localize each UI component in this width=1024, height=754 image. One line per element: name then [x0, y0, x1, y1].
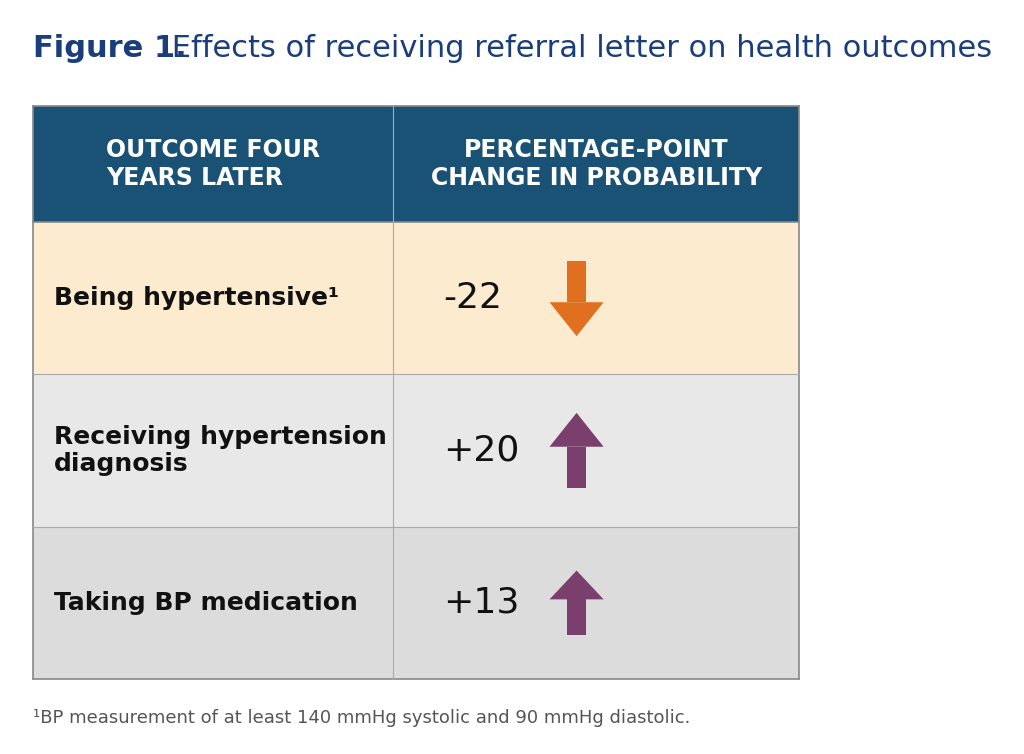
Text: Taking BP medication: Taking BP medication	[54, 590, 358, 615]
Text: Effects of receiving referral letter on health outcomes: Effects of receiving referral letter on …	[163, 34, 992, 63]
Text: Receiving hypertension
diagnosis: Receiving hypertension diagnosis	[54, 425, 387, 477]
Text: PERCENTAGE-POINT
CHANGE IN PROBABILITY: PERCENTAGE-POINT CHANGE IN PROBABILITY	[431, 138, 762, 190]
Text: +20: +20	[443, 434, 520, 467]
Bar	[567, 446, 586, 489]
Bar	[567, 261, 586, 302]
Polygon shape	[550, 413, 603, 446]
Text: OUTCOME FOUR
YEARS LATER: OUTCOME FOUR YEARS LATER	[106, 138, 321, 190]
Text: Figure 1.: Figure 1.	[34, 34, 187, 63]
Text: +13: +13	[443, 586, 520, 620]
Text: Being hypertensive¹: Being hypertensive¹	[54, 287, 339, 311]
FancyBboxPatch shape	[393, 526, 800, 679]
Text: ¹BP measurement of at least 140 mmHg systolic and 90 mmHg diastolic.: ¹BP measurement of at least 140 mmHg sys…	[34, 709, 690, 727]
FancyBboxPatch shape	[393, 106, 800, 222]
FancyBboxPatch shape	[393, 222, 800, 375]
Polygon shape	[550, 571, 603, 599]
Text: -22: -22	[443, 281, 503, 315]
FancyBboxPatch shape	[393, 375, 800, 526]
FancyBboxPatch shape	[34, 106, 393, 222]
FancyBboxPatch shape	[34, 375, 393, 526]
FancyBboxPatch shape	[34, 222, 393, 375]
FancyBboxPatch shape	[34, 526, 393, 679]
Polygon shape	[550, 302, 603, 336]
Bar	[567, 599, 586, 635]
